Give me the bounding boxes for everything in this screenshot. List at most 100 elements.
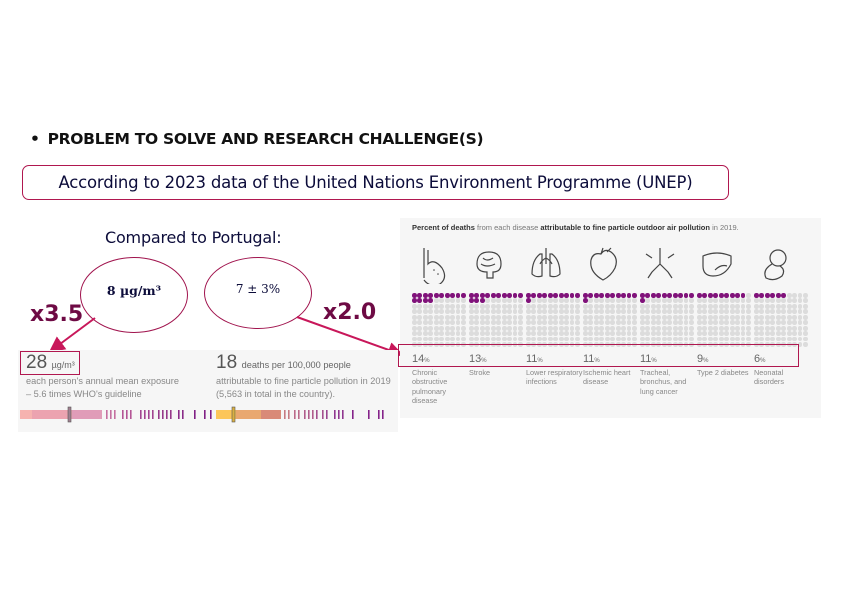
dot-empty	[507, 314, 512, 320]
dot-empty	[615, 325, 621, 331]
dot-empty	[792, 325, 797, 331]
dot-empty	[702, 320, 708, 326]
dot-empty	[588, 314, 594, 320]
dot-empty	[439, 325, 445, 331]
dot-empty	[740, 314, 746, 320]
pancreas-icon	[702, 252, 732, 277]
deaths-value: 18	[216, 352, 238, 373]
dot-empty	[496, 298, 502, 304]
dot-empty	[412, 303, 417, 309]
dot-filled	[632, 293, 637, 298]
dot-filled	[553, 293, 559, 298]
dot-empty	[564, 314, 569, 320]
dot-empty	[672, 331, 678, 336]
dot-empty	[444, 303, 450, 309]
dot-empty	[433, 331, 439, 336]
disease-column: 11% Tracheal, bronchus, and lung cancer	[640, 244, 697, 406]
title-part: in 2019.	[709, 223, 739, 232]
heart-icon	[590, 247, 617, 281]
dot-filled	[412, 293, 417, 298]
dot-empty	[558, 331, 564, 336]
dot-empty	[536, 320, 542, 326]
dot-empty	[501, 298, 507, 304]
dot-empty	[672, 298, 678, 304]
dot-empty	[422, 325, 428, 331]
dot-empty	[422, 309, 428, 315]
dot-empty	[569, 325, 575, 331]
dot-empty	[702, 336, 708, 342]
dot-empty	[588, 298, 594, 304]
disease-column: 9% Type 2 diabetes	[697, 244, 754, 406]
dot-empty	[575, 309, 580, 315]
strip-tick	[122, 410, 124, 419]
dot-empty	[583, 314, 588, 320]
dot-empty	[689, 320, 694, 326]
dot-empty	[640, 336, 645, 342]
dot-empty	[770, 309, 776, 315]
disease-percent: 11%	[526, 352, 543, 365]
dot-empty	[439, 298, 445, 304]
disease-percent: 6%	[754, 352, 766, 365]
dot-empty	[599, 309, 605, 315]
dot-filled	[455, 293, 461, 298]
dot-filled	[593, 293, 599, 298]
dot-empty	[792, 320, 797, 326]
dot-filled	[626, 293, 632, 298]
dot-empty	[417, 309, 423, 315]
dot-filled	[526, 298, 531, 304]
dot-empty	[439, 331, 445, 336]
dot-filled	[501, 293, 507, 298]
strip-tick	[140, 410, 142, 419]
dot-empty	[713, 320, 719, 326]
dot-empty	[724, 303, 730, 309]
dot-empty	[626, 325, 632, 331]
source-box: According to 2023 data of the United Nat…	[22, 165, 729, 200]
dot-empty	[507, 336, 512, 342]
dot-empty	[433, 314, 439, 320]
dot-empty	[718, 331, 724, 336]
dot-empty	[553, 298, 559, 304]
dot-empty	[428, 336, 434, 342]
dot-empty	[645, 314, 651, 320]
dot-empty	[469, 331, 474, 336]
dot-empty	[729, 336, 735, 342]
dot-empty	[764, 331, 770, 336]
dot-empty	[683, 320, 689, 326]
dot-empty	[656, 314, 662, 320]
dot-filled	[547, 293, 553, 298]
dot-empty	[707, 303, 713, 309]
dot-empty	[599, 331, 605, 336]
dot-empty	[650, 320, 656, 326]
dot-empty	[697, 336, 702, 342]
dot-empty	[626, 314, 632, 320]
dot-empty	[569, 309, 575, 315]
dot-empty	[428, 314, 434, 320]
dot-empty	[672, 325, 678, 331]
dot-empty	[667, 303, 673, 309]
dot-empty	[797, 303, 803, 309]
dot-empty	[626, 303, 632, 309]
dot-empty	[610, 303, 616, 309]
dot-empty	[531, 309, 537, 315]
dot-empty	[645, 325, 651, 331]
dot-empty	[678, 331, 683, 336]
strip-segment	[72, 410, 102, 419]
distribution-strips	[20, 406, 384, 423]
dot-empty	[718, 336, 724, 342]
dot-empty	[518, 309, 523, 315]
dot-empty	[501, 336, 507, 342]
dot-empty	[781, 325, 787, 331]
dot-filled	[422, 298, 428, 304]
dot-empty	[746, 309, 751, 315]
strip-tick	[158, 410, 160, 419]
dot-empty	[558, 320, 564, 326]
dot-empty	[667, 320, 673, 326]
percent-dot-grid	[412, 293, 469, 347]
dot-empty	[474, 336, 480, 342]
dot-empty	[583, 320, 588, 326]
dot-empty	[661, 303, 667, 309]
strip-tick	[182, 410, 184, 419]
arrow-left	[48, 317, 96, 353]
dot-empty	[564, 331, 569, 336]
dot-empty	[547, 314, 553, 320]
